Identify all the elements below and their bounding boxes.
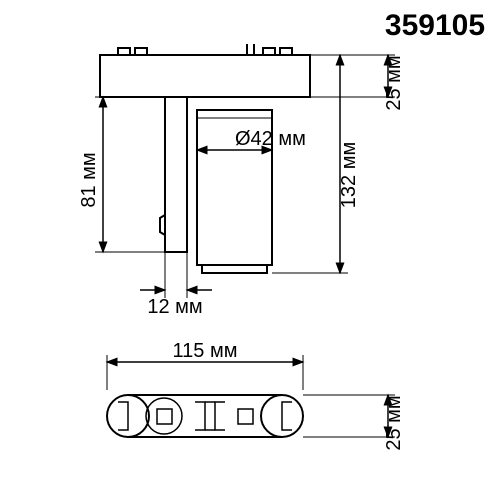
dim-bottom-width: 115 мм [107, 340, 303, 390]
dim-diameter: Ø42 мм [197, 128, 306, 150]
dim-total-height: 132 мм [272, 55, 360, 273]
svg-text:Ø42 мм: Ø42 мм [235, 128, 306, 150]
dim-top-height: 25 мм [310, 55, 405, 111]
dim-bottom-depth: 25 мм [303, 395, 405, 451]
svg-text:12 мм: 12 мм [147, 296, 202, 318]
front-view [100, 44, 310, 273]
technical-drawing: 359105 25 мм 132 мм Ø42 [0, 0, 500, 500]
svg-text:115 мм: 115 мм [173, 340, 238, 362]
dim-arm-width: 12 мм [140, 252, 212, 318]
product-code: 359105 [385, 9, 485, 42]
svg-text:25 мм: 25 мм [383, 55, 405, 110]
svg-text:132 мм: 132 мм [338, 142, 360, 208]
svg-text:25 мм: 25 мм [383, 395, 405, 450]
dim-body-height: 81 мм [78, 97, 165, 252]
svg-text:81 мм: 81 мм [78, 152, 100, 207]
bottom-view [107, 395, 303, 437]
